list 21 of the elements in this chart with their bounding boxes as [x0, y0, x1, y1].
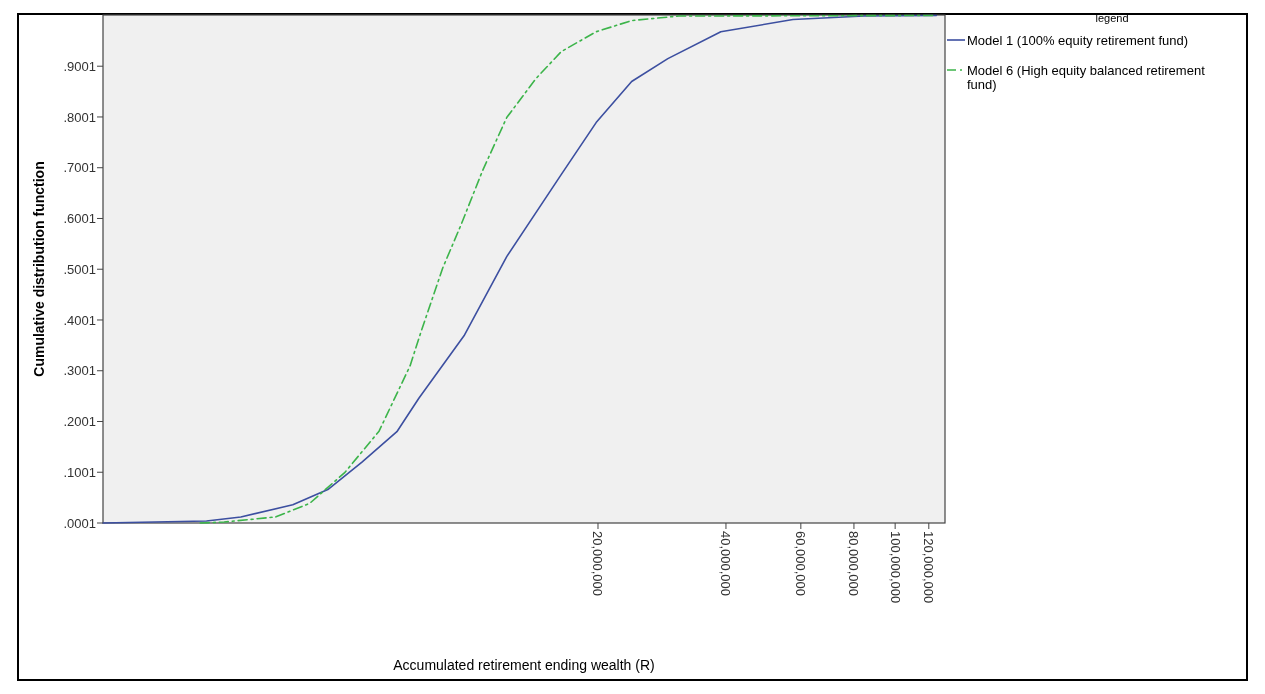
y-tick-label: .7001	[63, 160, 96, 176]
y-axis-title: Cumulative distribution function	[31, 161, 47, 377]
x-tick-label: 20,000,000	[590, 531, 606, 597]
y-tick-label: .9001	[63, 58, 96, 74]
legend-label: Model 6 (High equity balanced retirement fund)	[967, 62, 1206, 92]
y-tick-label: .3001	[63, 363, 96, 379]
y-tick-label: .8001	[63, 109, 96, 125]
x-tick-label: 40,000,000	[718, 531, 734, 597]
y-tick-label: .1001	[63, 464, 96, 480]
legend-label: Model 1 (100% equity retirement fund)	[967, 32, 1189, 48]
x-tick-label: 60,000,000	[793, 531, 809, 597]
y-tick-label: .0001	[63, 515, 96, 531]
x-tick-label: 120,000,000	[921, 531, 937, 604]
x-tick-label: 100,000,000	[887, 531, 903, 604]
y-tick-label: .5001	[63, 261, 96, 277]
y-tick-label: .6001	[63, 211, 96, 227]
y-tick-label: .4001	[63, 312, 96, 328]
legend-title: legend	[1095, 12, 1129, 24]
x-tick-label: 80,000,000	[846, 531, 862, 597]
x-axis-title: Accumulated retirement ending wealth (R)	[393, 657, 655, 673]
y-tick-label: .2001	[63, 414, 96, 430]
